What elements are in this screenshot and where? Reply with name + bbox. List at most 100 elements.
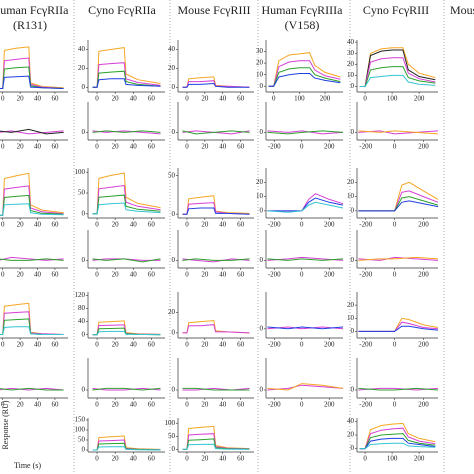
x-tick-label: 60 bbox=[237, 143, 245, 151]
sensorgram-line bbox=[92, 446, 161, 451]
x-tick-label: 20 bbox=[17, 221, 25, 229]
sensorgram-line bbox=[182, 130, 250, 135]
x-tick-label: 0 bbox=[393, 143, 397, 151]
sensorgram-line bbox=[267, 197, 344, 212]
y-tick-label: 20 bbox=[347, 301, 355, 309]
sensorgram-line bbox=[182, 443, 250, 450]
y-tick-label: 0 bbox=[351, 386, 355, 394]
x-tick-label: 20 bbox=[112, 271, 120, 279]
y-tick-label: 40 bbox=[347, 38, 355, 46]
x-tick-label: 0 bbox=[393, 341, 397, 349]
x-tick-label: -200 bbox=[359, 271, 372, 279]
column-header: Cyno FcγRIII bbox=[363, 3, 429, 17]
x-tick-label: -200 bbox=[359, 143, 372, 151]
sensorgram-line bbox=[358, 387, 439, 391]
x-tick-label: 40 bbox=[219, 221, 227, 229]
x-tick-label: 40 bbox=[130, 341, 138, 349]
y-tick-label: 10 bbox=[256, 70, 264, 78]
x-tick-label: 40 bbox=[130, 401, 138, 409]
x-tick-label: -200 bbox=[268, 341, 281, 349]
x-tick-label: 20 bbox=[201, 455, 209, 463]
x-tick-label: 0 bbox=[185, 221, 189, 229]
x-tick-label: -200 bbox=[359, 221, 372, 229]
x-tick-label: 40 bbox=[34, 95, 42, 103]
x-tick-label: 0 bbox=[185, 95, 189, 103]
x-tick-label: 0 bbox=[95, 455, 99, 463]
y-tick-label: 30 bbox=[256, 47, 264, 55]
x-tick-label: 200 bbox=[324, 143, 335, 151]
x-tick-label: 20 bbox=[112, 401, 120, 409]
sensorgram-line bbox=[358, 130, 439, 135]
x-tick-label: 40 bbox=[130, 95, 138, 103]
x-axis-label: Time (s) bbox=[14, 461, 41, 470]
x-tick-label: 0 bbox=[1, 143, 5, 151]
y-tick-label: 0 bbox=[172, 256, 176, 264]
x-tick-label: 60 bbox=[237, 455, 245, 463]
x-tick-label: 0 bbox=[363, 455, 367, 463]
column-header: Mouse FcγRIII bbox=[178, 3, 251, 17]
x-tick-label: 60 bbox=[237, 95, 245, 103]
sensorgram-line bbox=[182, 207, 250, 215]
y-tick-label: 0 bbox=[260, 128, 264, 136]
sensorgram-line bbox=[182, 320, 250, 334]
x-tick-label: 200 bbox=[414, 455, 425, 463]
y-tick-label: 0 bbox=[172, 445, 176, 453]
x-tick-label: 20 bbox=[201, 341, 209, 349]
x-tick-label: 0 bbox=[95, 341, 99, 349]
sensorgram-line bbox=[0, 46, 64, 89]
y-tick-label: 0 bbox=[260, 324, 264, 332]
x-tick-label: 60 bbox=[148, 143, 156, 151]
x-tick-label: 200 bbox=[418, 271, 429, 279]
x-tick-label: 20 bbox=[17, 95, 25, 103]
x-tick-label: 60 bbox=[237, 401, 245, 409]
sensorgram-line bbox=[92, 387, 161, 391]
x-tick-label: 0 bbox=[185, 143, 189, 151]
y-tick-label: 20 bbox=[347, 178, 355, 186]
y-tick-label: 0 bbox=[351, 256, 355, 264]
x-tick-label: 40 bbox=[219, 455, 227, 463]
sensorgram-line bbox=[268, 60, 341, 87]
y-tick-label: 0 bbox=[172, 328, 176, 336]
sensorgram-line bbox=[182, 258, 250, 261]
sensorgram-line bbox=[359, 66, 436, 87]
sensorgram-line bbox=[358, 190, 439, 212]
sensorgram-line bbox=[0, 172, 64, 216]
x-tick-label: 200 bbox=[418, 143, 429, 151]
column-header: Human FcγRIIa bbox=[0, 3, 69, 17]
column-header: Cyno FcγRIIa bbox=[88, 3, 156, 17]
y-tick-label: 40 bbox=[347, 417, 355, 425]
x-tick-label: 60 bbox=[148, 95, 156, 103]
sensorgram-line bbox=[359, 57, 436, 87]
y-tick-label: 0 bbox=[260, 82, 264, 90]
y-tick-label: 0 bbox=[351, 444, 355, 452]
sensorgram-line bbox=[92, 387, 161, 391]
x-tick-label: 20 bbox=[112, 341, 120, 349]
sensorgram-line bbox=[267, 383, 344, 391]
y-tick-label: 150 bbox=[75, 416, 86, 424]
x-tick-label: 40 bbox=[34, 271, 42, 279]
y-tick-label: 0 bbox=[172, 83, 176, 91]
x-tick-label: -200 bbox=[359, 341, 372, 349]
x-tick-label: 0 bbox=[95, 271, 99, 279]
x-tick-label: 100 bbox=[294, 95, 305, 103]
sensorgram-line bbox=[0, 311, 64, 335]
x-tick-label: 20 bbox=[201, 401, 209, 409]
sensorgram-line bbox=[182, 387, 250, 391]
x-tick-label: 60 bbox=[51, 221, 59, 229]
y-tick-label: 20 bbox=[347, 431, 355, 439]
x-tick-label: 20 bbox=[112, 455, 120, 463]
x-tick-label: 60 bbox=[148, 455, 156, 463]
x-tick-label: 0 bbox=[185, 401, 189, 409]
y-tick-label: 0 bbox=[82, 256, 86, 264]
x-tick-label: 20 bbox=[201, 95, 209, 103]
x-tick-label: 60 bbox=[51, 95, 59, 103]
x-tick-label: 20 bbox=[17, 401, 25, 409]
sensorgram-line bbox=[0, 128, 64, 135]
y-tick-label: 40 bbox=[168, 45, 176, 53]
y-tick-label: 10 bbox=[347, 71, 355, 79]
sensorgram-line bbox=[182, 433, 250, 450]
y-tick-label: 0 bbox=[82, 209, 86, 217]
sensorgram-line bbox=[182, 324, 250, 334]
x-tick-label: 20 bbox=[17, 341, 25, 349]
x-tick-label: 200 bbox=[324, 271, 335, 279]
